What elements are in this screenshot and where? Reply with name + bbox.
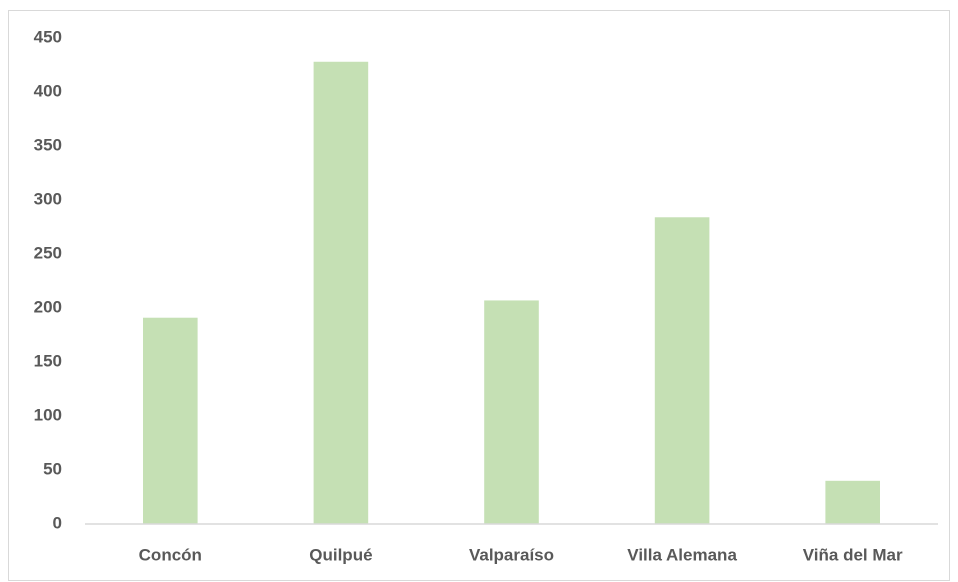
x-tick-label: Quilpué bbox=[309, 545, 372, 564]
x-tick-label: Valparaíso bbox=[469, 545, 554, 564]
y-tick-label: 250 bbox=[34, 243, 62, 262]
y-tick-label: 300 bbox=[34, 189, 62, 208]
y-tick-label: 400 bbox=[34, 81, 62, 100]
y-tick-label: 0 bbox=[53, 513, 62, 532]
y-tick-label: 150 bbox=[34, 351, 62, 370]
x-tick-label: Viña del Mar bbox=[803, 545, 903, 564]
y-tick-label: 350 bbox=[34, 135, 62, 154]
bar bbox=[825, 480, 880, 524]
x-tick-label: Concón bbox=[139, 545, 202, 564]
bar bbox=[143, 317, 198, 524]
bar bbox=[484, 300, 539, 524]
x-tick-label: Villa Alemana bbox=[627, 545, 737, 564]
bar bbox=[654, 217, 710, 524]
y-tick-label: 50 bbox=[43, 459, 62, 478]
y-tick-label: 100 bbox=[34, 405, 62, 424]
y-tick-label: 200 bbox=[34, 297, 62, 316]
y-tick-label: 450 bbox=[34, 27, 62, 46]
bar bbox=[313, 61, 369, 524]
